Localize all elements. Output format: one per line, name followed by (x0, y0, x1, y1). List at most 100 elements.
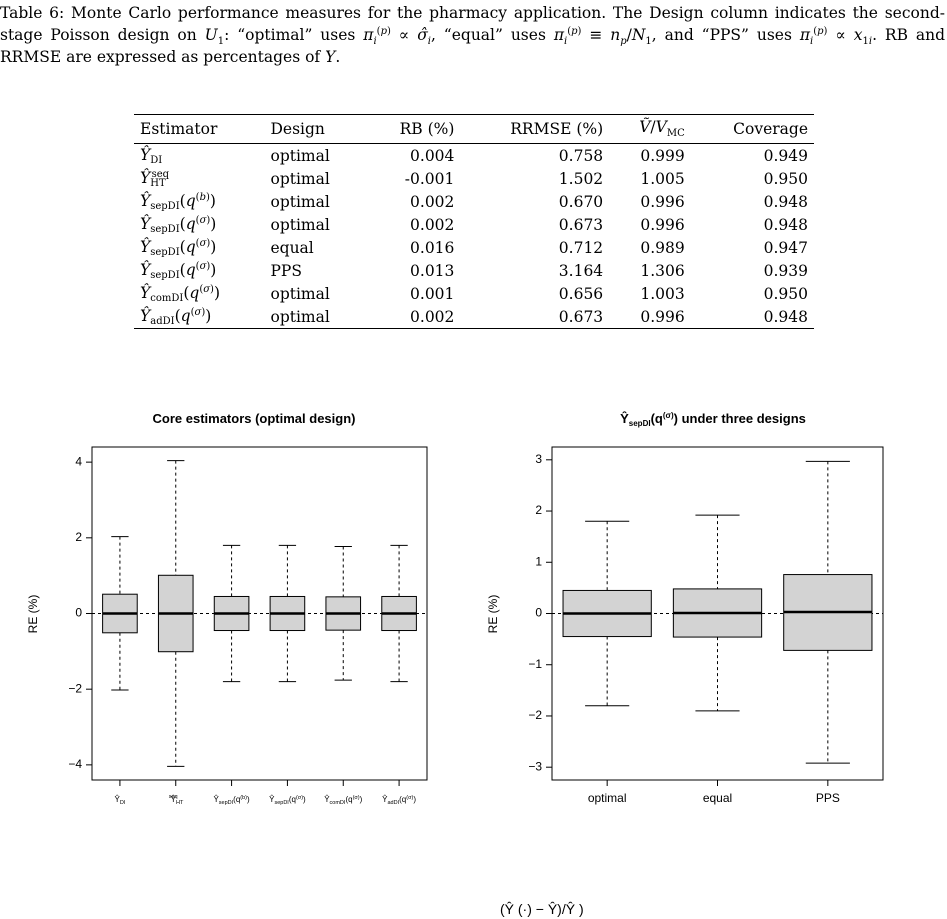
box (102, 593, 138, 634)
y-tick-label: −2 (68, 681, 82, 695)
header-vratio: Ṽ/VMC (609, 114, 691, 144)
estimator-cell: ŶDI (140, 145, 163, 166)
design-cell: PPS (270, 261, 302, 280)
estimator-cell: ŶsepDI(q(σ)) (140, 260, 217, 281)
box (213, 595, 250, 632)
estimator-cell: ŶsepDI(q(σ)) (140, 214, 217, 235)
coverage-cell: 0.939 (763, 261, 808, 280)
x-tick-label: ŶcomDI(q(σ)) (324, 795, 362, 806)
left-chart-x-labels: ŶDI ŶHTseq ŶsepDI(q(b)) ŶsepDI(q(σ)) ŶcomDI(… (114, 794, 416, 806)
table-row: ŶsepDI(q(σ)) optimal 0.002 0.673 0.996 0… (134, 213, 814, 236)
y-tick-label: −2 (528, 708, 542, 722)
rrmse-cell: 0.656 (558, 284, 604, 303)
box (381, 595, 417, 632)
x-tick-label: ŶsepDI(q(b)) (213, 795, 250, 806)
box (783, 574, 873, 651)
caption-text-2: : “optimal” uses (224, 26, 356, 44)
design-cell: optimal (270, 215, 330, 234)
right-chart: ŶsepDI(q(σ)) under three designs RE (%) … (486, 411, 884, 805)
coverage-cell: 0.948 (690, 305, 814, 329)
results-table: Estimator Design RB (%) RRMSE (%) Ṽ/VMC … (134, 114, 814, 329)
coverage-cell: 0.947 (763, 238, 808, 257)
box (672, 588, 763, 638)
table-row: ŶadDI(q(σ)) optimal 0.002 0.673 0.996 0.… (134, 305, 814, 329)
coverage-cell: 0.949 (763, 146, 808, 165)
rrmse-cell: 1.502 (558, 169, 604, 188)
estimator-cell: ŶsepDI(q(b)) (140, 191, 216, 212)
x-tick-label: equal (703, 791, 732, 805)
table-row: ŶHTseq optimal -0.001 1.502 1.005 0.950 (134, 167, 814, 190)
vratio-cell: 1.306 (640, 261, 685, 280)
design-cell: optimal (270, 284, 330, 303)
x-tick-label: ŶHTseq (169, 794, 184, 806)
rrmse-cell: 0.673 (558, 215, 604, 234)
header-design: Design (264, 114, 366, 144)
rb-cell: 0.004 (410, 146, 455, 165)
header-coverage: Coverage (690, 114, 814, 144)
right-chart-title: ŶsepDI(q(σ)) under three designs (620, 411, 806, 428)
results-table-wrapper: Estimator Design RB (%) RRMSE (%) Ṽ/VMC … (134, 114, 814, 329)
header-rrmse: RRMSE (%) (460, 114, 610, 144)
vratio-cell: 0.999 (640, 146, 685, 165)
coverage-cell: 0.948 (763, 215, 808, 234)
rb-cell: 0.002 (365, 305, 461, 329)
x-tick-label: ŶsepDI(q(σ)) (269, 795, 306, 806)
rrmse-cell: 0.670 (558, 192, 604, 211)
y-tick-label: 1 (535, 554, 542, 568)
vratio-cell: 0.996 (640, 192, 685, 211)
table-row: ŶsepDI(q(b)) optimal 0.002 0.670 0.996 0… (134, 190, 814, 213)
vratio-cell: 0.989 (640, 238, 685, 257)
table-row: ŶsepDI(q(σ)) equal 0.016 0.712 0.989 0.9… (134, 236, 814, 259)
table-header-row: Estimator Design RB (%) RRMSE (%) Ṽ/VMC … (134, 114, 814, 144)
caption-text-4: , and “PPS” uses (651, 26, 792, 44)
box (562, 589, 652, 638)
caption-text-5: . RB and RRMSE are expressed as percenta… (0, 26, 946, 66)
rb-cell: 0.001 (410, 284, 455, 303)
rrmse-cell: 0.712 (558, 238, 604, 257)
rrmse-cell: 3.164 (558, 261, 604, 280)
rrmse-cell: 0.758 (558, 146, 604, 165)
caption-text-3: , “equal” uses (430, 26, 546, 44)
y-tick-label: −3 (528, 759, 542, 773)
box (325, 596, 362, 631)
vratio-cell: 0.996 (609, 305, 691, 329)
left-chart: Core estimators (optimal design) RE (%) … (26, 411, 428, 806)
coverage-cell: 0.948 (763, 192, 808, 211)
y-tick-label: 4 (75, 454, 82, 468)
coverage-cell: 0.950 (763, 284, 808, 303)
vratio-cell: 0.996 (640, 215, 685, 234)
coverage-cell: 0.950 (763, 169, 808, 188)
y-tick-label: 0 (75, 606, 82, 620)
figure-caption-fragment: (Ŷ (·) − Ŷ)/Ŷ ) (500, 901, 584, 917)
left-chart-ylabel: RE (%) (26, 595, 40, 634)
table-caption: Table 6: Monte Carlo performance measure… (0, 4, 946, 66)
x-tick-label: ŶadDI(q(σ)) (382, 795, 416, 806)
y-tick-label: −1 (528, 657, 542, 671)
design-cell: optimal (270, 192, 330, 211)
x-tick-label: ŶDI (114, 795, 125, 806)
table-row: ŶsepDI(q(σ)) PPS 0.013 3.164 1.306 0.939 (134, 259, 814, 282)
rb-cell: 0.002 (410, 192, 455, 211)
rb-cell: 0.016 (410, 238, 455, 257)
estimator-cell: ŶcomDI(q(σ)) (140, 283, 221, 304)
design-cell: optimal (264, 305, 366, 329)
box (269, 595, 306, 632)
estimator-cell: ŶsepDI(q(σ)) (140, 237, 217, 258)
estimator-cell: ŶadDI(q(σ)) (134, 305, 265, 329)
right-chart-plot (552, 460, 883, 764)
right-chart-y-axis: −3 −2 −1 0 1 2 3 (528, 452, 829, 786)
x-tick-label: PPS (816, 791, 840, 805)
right-chart-x-labels: optimal equal PPS (588, 791, 840, 805)
y-tick-label: 3 (535, 452, 542, 466)
caption-text-1: Monte Carlo performance measures for the… (0, 4, 945, 44)
y-tick-label: −4 (68, 757, 82, 771)
header-rb: RB (%) (365, 114, 461, 144)
rrmse-cell: 0.673 (460, 305, 610, 329)
table-row: ŶDI optimal 0.004 0.758 0.999 0.949 (134, 144, 814, 168)
right-chart-frame (551, 446, 884, 781)
estimator-cell: ŶHTseq (140, 168, 170, 189)
vratio-cell: 1.005 (640, 169, 685, 188)
right-chart-ylabel: RE (%) (486, 595, 500, 634)
y-tick-label: 2 (535, 503, 542, 517)
y-tick-label: 0 (535, 606, 542, 620)
